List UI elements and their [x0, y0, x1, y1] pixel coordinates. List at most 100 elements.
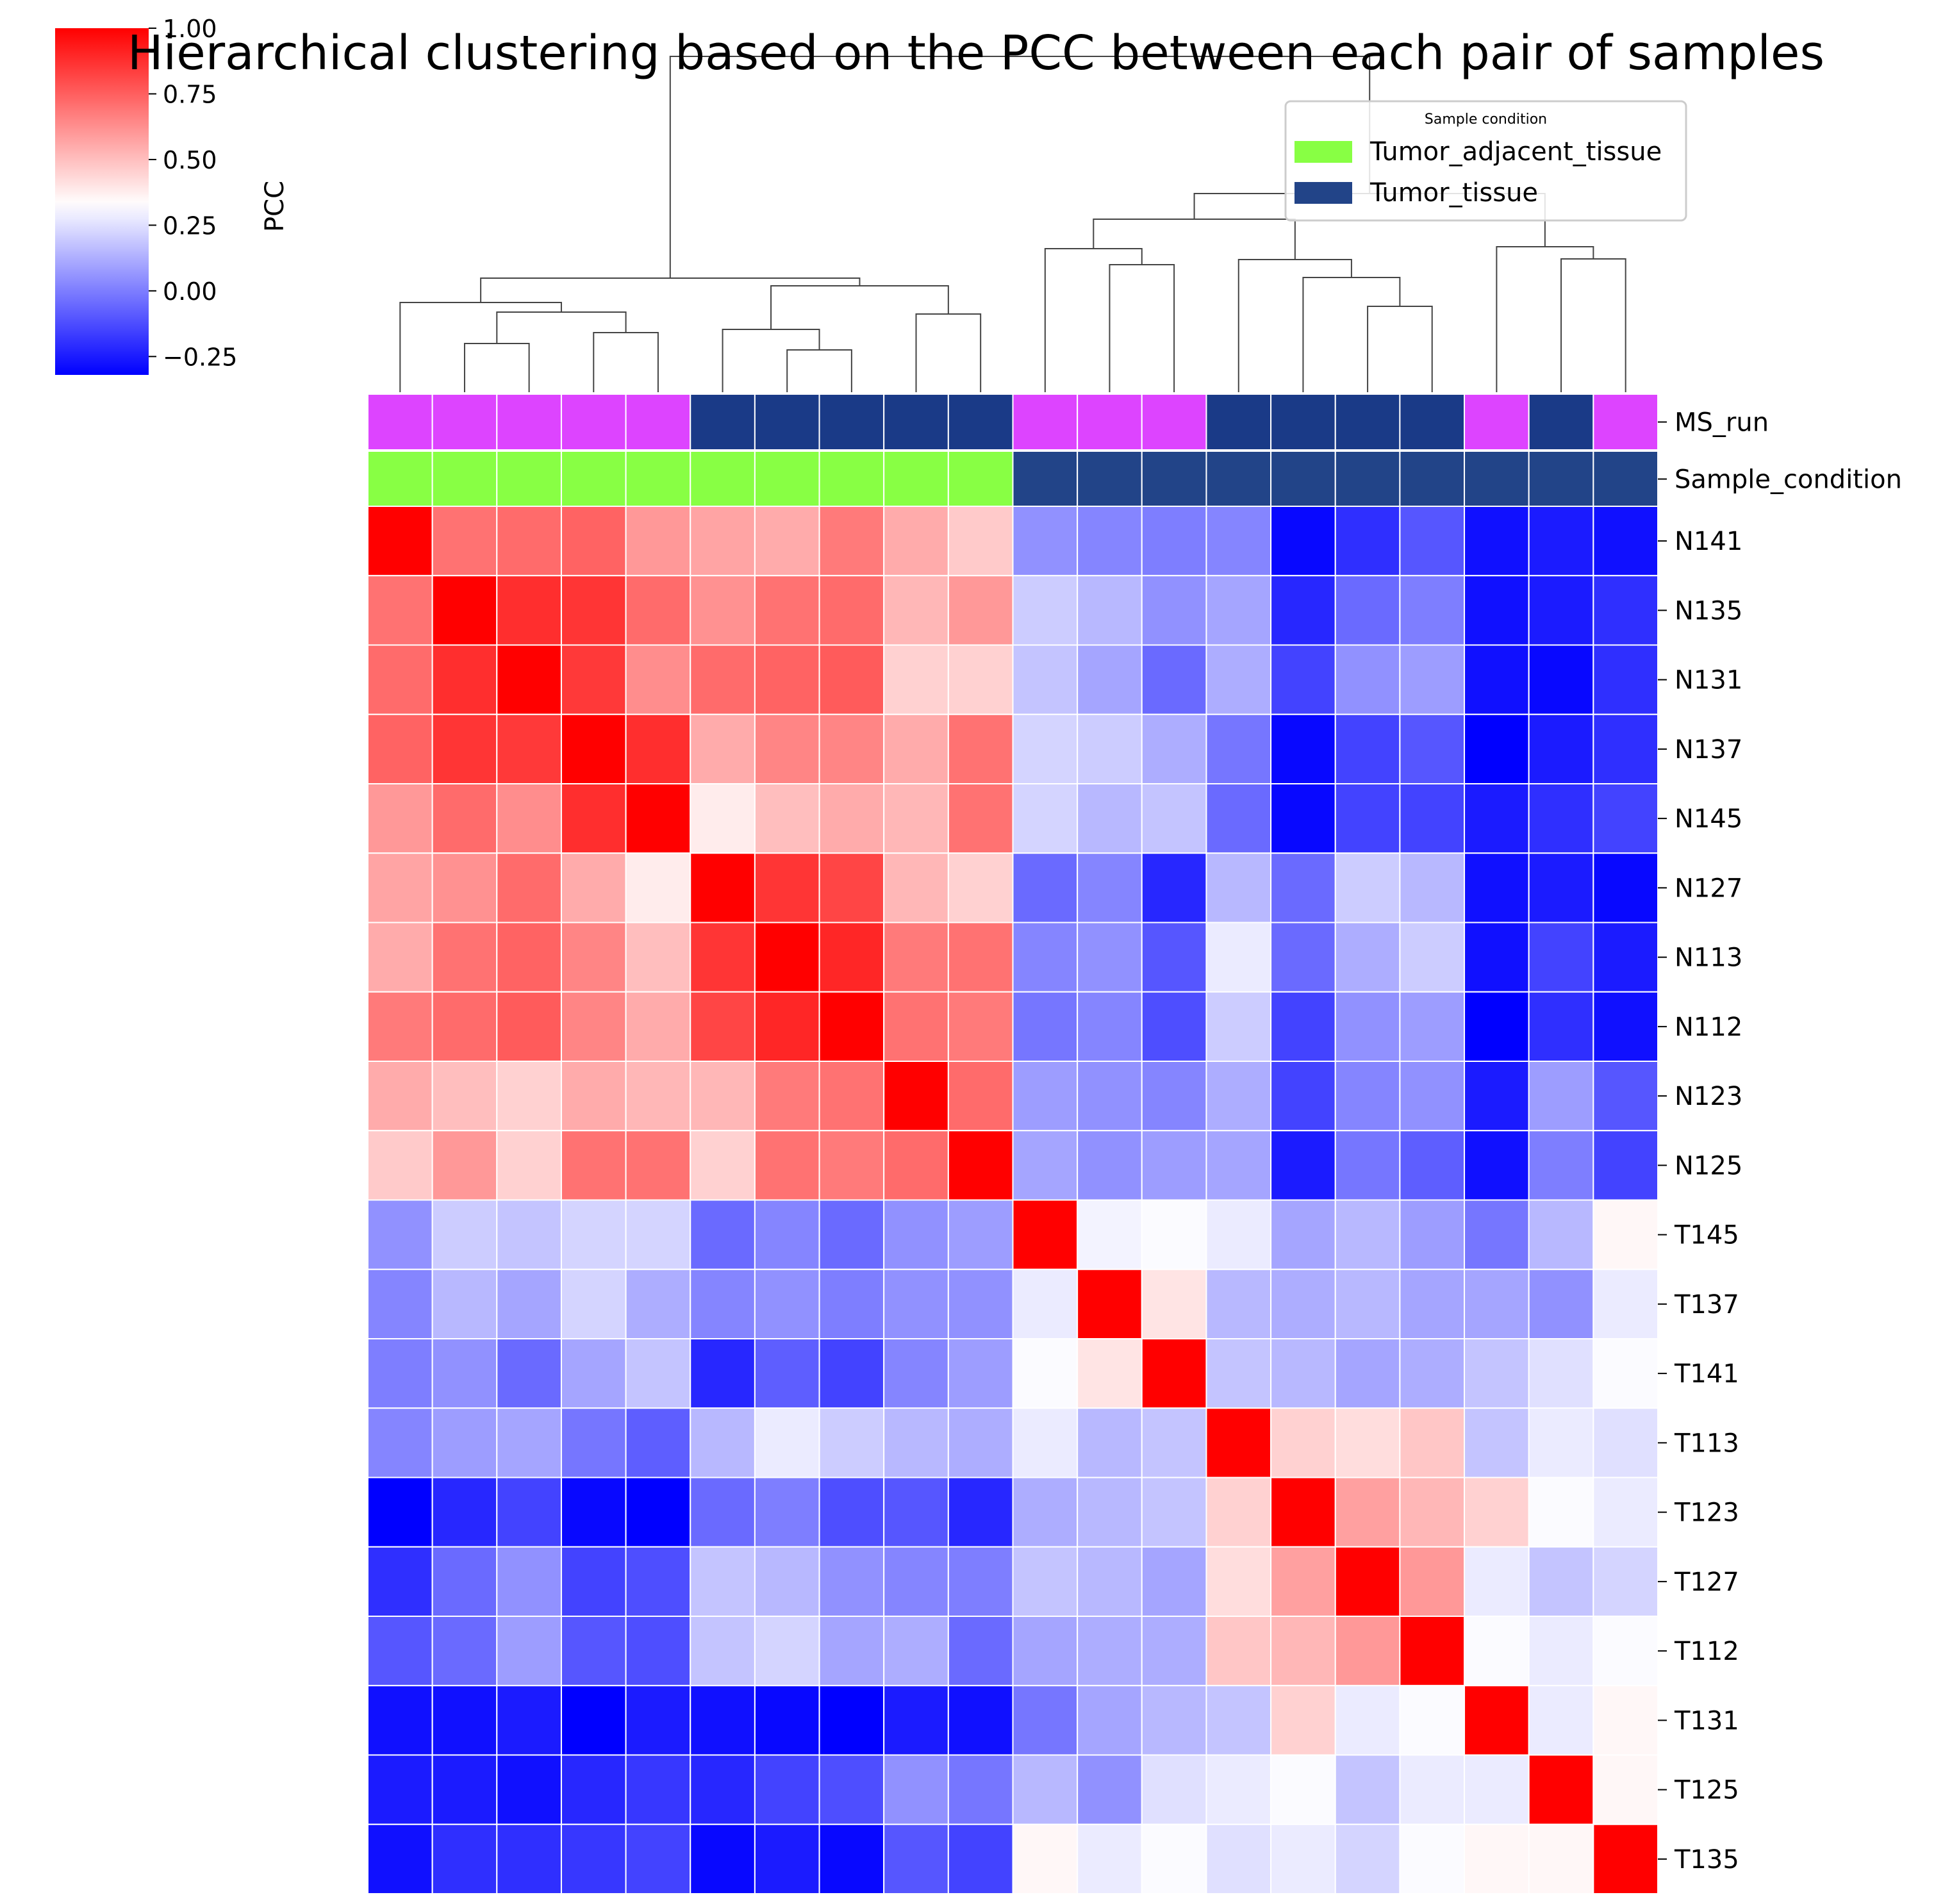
heatmap-cell	[1205, 991, 1272, 1062]
row-label: N113	[1675, 943, 1742, 973]
heatmap-cell	[947, 922, 1014, 993]
heatmap-cell	[1464, 1130, 1530, 1201]
heatmap-cell	[883, 713, 949, 784]
annotation-cell	[431, 393, 498, 451]
heatmap-cell	[1592, 713, 1659, 784]
heatmap-cell	[1464, 1823, 1530, 1894]
row-label: T127	[1674, 1568, 1739, 1597]
colorbar-tick-label: 1.00	[163, 15, 217, 43]
heatmap-cell	[1528, 1823, 1594, 1894]
heatmap-cell	[1270, 575, 1336, 646]
heatmap-cell	[1077, 1616, 1143, 1687]
heatmap-cell	[818, 783, 885, 854]
heatmap-cell	[690, 922, 756, 993]
annotation-cell	[625, 393, 691, 451]
heatmap-cell	[367, 783, 433, 854]
heatmap-cell	[1592, 1061, 1659, 1132]
heatmap-cell	[1012, 1268, 1079, 1339]
heatmap-cell	[818, 575, 885, 646]
heatmap-cell	[1334, 991, 1401, 1062]
heatmap-cell	[431, 783, 498, 854]
heatmap-cell	[496, 506, 562, 577]
heatmap-cell	[754, 922, 820, 993]
heatmap-cell	[1141, 852, 1207, 923]
heatmap-cell	[431, 1546, 498, 1617]
heatmap-cell	[367, 1823, 433, 1894]
heatmap-cell	[560, 1685, 627, 1756]
heatmap-cell	[1270, 922, 1336, 993]
heatmap-cell	[625, 713, 691, 784]
heatmap-cell	[367, 1477, 433, 1548]
colorbar-tick-label: −0.25	[163, 343, 237, 371]
heatmap-cell	[367, 575, 433, 646]
heatmap-cell	[625, 1130, 691, 1201]
heatmap-cell	[818, 991, 885, 1062]
dendrogram-link	[1109, 264, 1175, 392]
heatmap-cell	[1077, 852, 1143, 923]
heatmap-cell	[1141, 1823, 1207, 1894]
heatmap-cell	[818, 922, 885, 993]
heatmap-cell	[690, 713, 756, 784]
heatmap-cell	[1399, 1268, 1466, 1339]
heatmap-cell	[1077, 1823, 1143, 1894]
heatmap-cell	[1334, 713, 1401, 784]
heatmap-cell	[1592, 1477, 1659, 1548]
heatmap-cell	[1012, 1823, 1079, 1894]
heatmap-cell	[1205, 1754, 1272, 1825]
heatmap-cell	[883, 506, 949, 577]
heatmap-cell	[754, 852, 820, 923]
annotation-cell	[496, 451, 562, 508]
heatmap-cell	[1464, 1754, 1530, 1825]
heatmap-cell	[431, 1268, 498, 1339]
heatmap-cell	[625, 1754, 691, 1825]
heatmap-cell	[947, 852, 1014, 923]
heatmap-cell	[560, 575, 627, 646]
heatmap-cell	[560, 1199, 627, 1270]
heatmap-cell	[1528, 1616, 1594, 1687]
heatmap-cell	[1528, 713, 1594, 784]
heatmap-cell	[1334, 783, 1401, 854]
heatmap-cell	[1592, 1685, 1659, 1756]
heatmap-cell	[1528, 1199, 1594, 1270]
row-label: N123	[1675, 1082, 1742, 1111]
heatmap-cell	[496, 1754, 562, 1825]
heatmap-cell	[1334, 852, 1401, 923]
heatmap-cell	[1012, 1546, 1079, 1617]
heatmap-cell	[560, 1130, 627, 1201]
heatmap-cell	[1141, 506, 1207, 577]
heatmap-cell	[1077, 713, 1143, 784]
annotation-cell	[1270, 451, 1336, 508]
heatmap-cell	[1399, 1823, 1466, 1894]
heatmap-cell	[1334, 1130, 1401, 1201]
heatmap-cell	[560, 506, 627, 577]
heatmap-cell	[1528, 1407, 1594, 1478]
colorbar-gradient	[55, 28, 149, 375]
heatmap-cell	[1528, 1130, 1594, 1201]
heatmap-cell	[560, 1338, 627, 1409]
heatmap-cell	[690, 1685, 756, 1756]
heatmap-cell	[1141, 1546, 1207, 1617]
row-label: T113	[1674, 1428, 1739, 1458]
annotation-cell	[1528, 451, 1594, 508]
heatmap-cell	[1205, 852, 1272, 923]
heatmap-cell	[690, 644, 756, 715]
dendrogram-link	[593, 332, 659, 392]
heatmap-cell	[1399, 1061, 1466, 1132]
heatmap-cell	[818, 1685, 885, 1756]
row-label: N131	[1675, 666, 1742, 695]
dendrogram-link	[1367, 306, 1433, 392]
heatmap-cell	[1077, 922, 1143, 993]
heatmap-cell	[1399, 1338, 1466, 1409]
heatmap-cell	[1592, 922, 1659, 993]
annotation-cell	[754, 451, 820, 508]
heatmap-cell	[1270, 1754, 1336, 1825]
heatmap-cell	[1592, 1130, 1659, 1201]
heatmap-cell	[625, 922, 691, 993]
heatmap-cell	[754, 713, 820, 784]
heatmap-cell	[947, 713, 1014, 784]
heatmap-cell	[1592, 783, 1659, 854]
heatmap-cell	[1399, 783, 1466, 854]
heatmap-cell	[947, 1338, 1014, 1409]
heatmap-cell	[1012, 713, 1079, 784]
